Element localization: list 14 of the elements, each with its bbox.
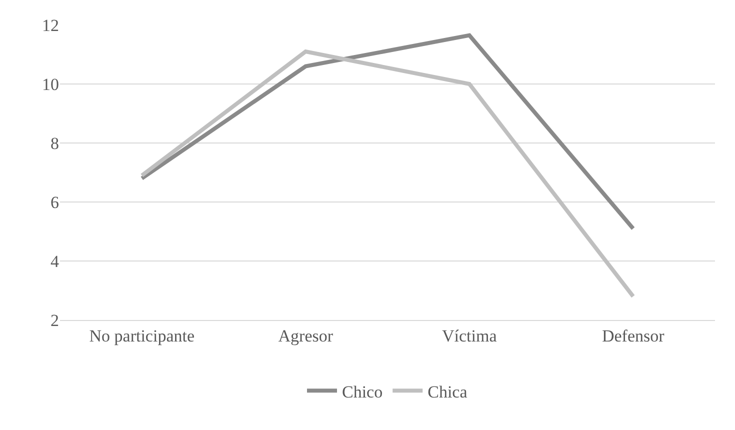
x-tick-label: Defensor — [602, 326, 665, 346]
y-tick-label: 6 — [50, 192, 59, 212]
line-series — [140, 50, 636, 298]
line-series — [140, 33, 636, 231]
x-tick-label: No participante — [89, 326, 195, 346]
y-tick-label: 8 — [50, 134, 59, 153]
y-tick-label: 4 — [50, 252, 60, 271]
x-tick-label: Agresor — [278, 326, 334, 346]
x-tick-label: Víctima — [442, 326, 498, 346]
legend-label: Chica — [428, 382, 468, 402]
y-tick-label: 12 — [42, 16, 59, 35]
y-tick-label: 10 — [42, 74, 59, 94]
legend-label: Chico — [342, 382, 383, 402]
y-tick-label: 2 — [50, 310, 59, 330]
